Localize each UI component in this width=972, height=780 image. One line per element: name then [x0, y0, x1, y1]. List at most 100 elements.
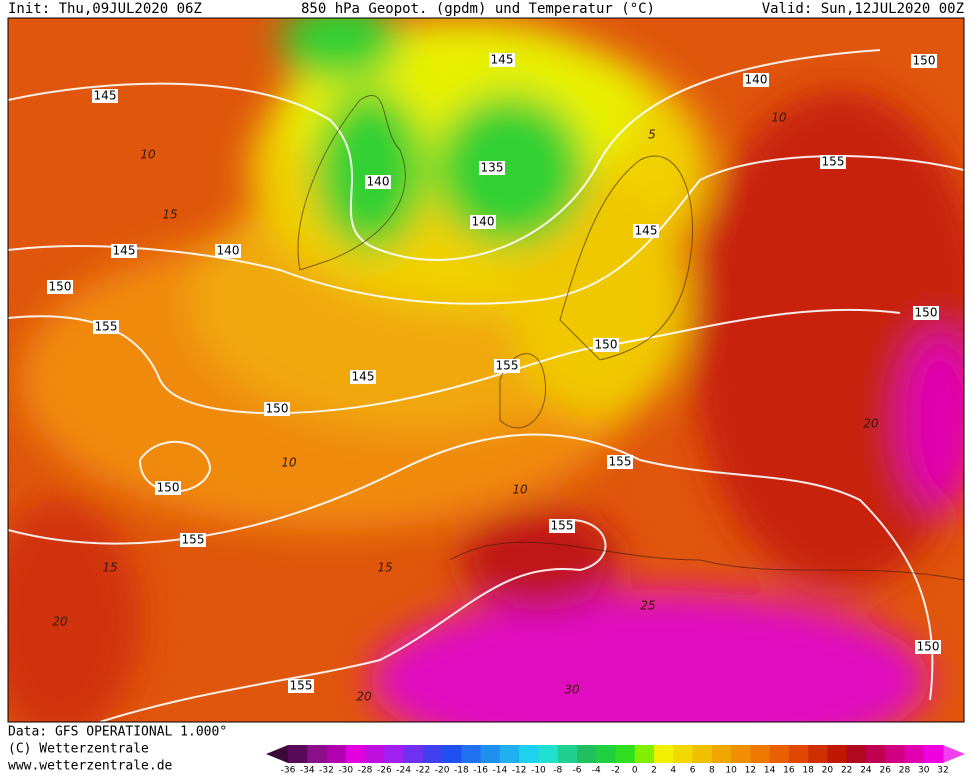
geopotential-label: 135 — [481, 161, 504, 175]
geopotential-label-box — [92, 89, 118, 103]
geopotential-label: 155 — [609, 455, 632, 469]
colorbar-swatch — [519, 745, 539, 763]
temperature-label: 25 — [640, 599, 655, 613]
colorbar-swatch — [904, 745, 925, 763]
colorbar-swatch — [384, 745, 405, 763]
colorbar-label: 22 — [841, 766, 852, 776]
colorbar-label: -36 — [281, 766, 296, 776]
geopotential-label: 145 — [491, 53, 514, 67]
colorbar-label: 4 — [670, 766, 676, 776]
geopotential-label-box — [743, 73, 769, 87]
geopotential-label-box — [47, 280, 73, 294]
geopotential-label-box — [470, 215, 496, 229]
coastlines — [297, 94, 964, 581]
geopotential-label-box — [494, 359, 520, 373]
colorbar-label: 0 — [632, 766, 638, 776]
colorbar-label: 16 — [783, 766, 795, 776]
colorbar-label: -14 — [493, 766, 508, 776]
colorbar-label: -20 — [435, 766, 450, 776]
geopotential-label-box — [350, 370, 376, 384]
geopotential-label-box — [180, 533, 206, 547]
geopotential-label: 150 — [915, 306, 938, 320]
colorbar-label: 24 — [860, 766, 872, 776]
temperature-label: 15 — [162, 208, 177, 222]
url: www.wetterzentrale.de — [8, 759, 173, 774]
colorbar-swatch — [596, 745, 616, 763]
colorbar-swatch — [615, 745, 636, 763]
geopotential-label-box — [549, 519, 575, 533]
colorbar: -36 -34 -32 -30 -28 -26 -24 -22 -20 -18 -16 -14 -12-… — [281, 745, 949, 776]
temperature-label: 20 — [52, 615, 68, 629]
colorbar-swatch — [557, 745, 578, 763]
temperature-label: 30 — [564, 683, 580, 697]
geopotential-label-box — [489, 53, 515, 67]
temperature-label: 20 — [356, 690, 372, 704]
colorbar-label: 10 — [725, 766, 737, 776]
geopotential-label-box — [365, 175, 391, 189]
geopotential-label-box — [215, 244, 241, 258]
geopotential-label: 155 — [95, 320, 118, 334]
geopotential-label-box — [479, 161, 505, 175]
colorbar-high-end — [943, 745, 965, 763]
geopotential-label-box — [288, 679, 314, 693]
colorbar-swatch — [846, 745, 867, 763]
colorbar-swatch — [576, 745, 597, 763]
geopotential-label: 150 — [913, 54, 936, 68]
colorbar-swatch — [885, 745, 905, 763]
geopotential-contours — [8, 49, 964, 722]
geopotential-label: 155 — [182, 533, 205, 547]
colorbar-label: 2 — [651, 766, 657, 776]
colorbar-label: 20 — [822, 766, 834, 776]
colorbar-swatch — [538, 745, 559, 763]
colorbar-label: -34 — [300, 766, 315, 776]
geopotential-label: 150 — [595, 338, 618, 352]
colorbar-label: 14 — [764, 766, 776, 776]
colorbar-swatch — [788, 745, 809, 763]
temperature-label: 10 — [140, 148, 156, 162]
colorbar-swatch — [480, 745, 501, 763]
colorbar-swatch — [769, 745, 790, 763]
colorbar-label: -28 — [358, 766, 373, 776]
colorbar-label: -30 — [338, 766, 353, 776]
geopotential-label-box — [264, 402, 290, 416]
colorbar-swatch — [288, 745, 308, 763]
colorbar-label: 18 — [802, 766, 814, 776]
geopotential-label: 140 — [472, 215, 495, 229]
colorbar-swatch — [654, 745, 674, 763]
colorbar-swatch — [731, 745, 751, 763]
colorbar-swatch — [750, 745, 771, 763]
colorbar-swatch — [865, 745, 886, 763]
colorbar-label: -24 — [396, 766, 411, 776]
colorbar-swatch — [307, 745, 328, 763]
colorbar-swatch — [827, 745, 848, 763]
geopotential-label: 150 — [157, 481, 180, 495]
geopotential-label: 140 — [367, 175, 390, 189]
geopotential-label-box — [607, 455, 633, 469]
colorbar-swatch — [365, 745, 385, 763]
colorbar-swatch — [326, 745, 347, 763]
geopotential-label: 155 — [496, 359, 519, 373]
geopotential-label: 150 — [917, 640, 940, 654]
colorbar-label: -10 — [531, 766, 546, 776]
map-title: 850 hPa Geopot. (gpdm) und Temperatur (°… — [301, 1, 655, 17]
data-source: Data: GFS OPERATIONAL 1.000° — [8, 725, 227, 740]
colorbar-swatch — [422, 745, 443, 763]
colorbar-label: -4 — [592, 766, 601, 776]
colorbar-label: 12 — [745, 766, 756, 776]
colorbar-swatch — [808, 745, 828, 763]
init-time: Init: Thu,09JUL2020 06Z — [8, 1, 202, 17]
colorbar-label: -32 — [319, 766, 334, 776]
colorbar-label: -16 — [473, 766, 488, 776]
colorbar-swatch — [711, 745, 732, 763]
geopotential-label: 155 — [822, 155, 845, 169]
colorbar-swatch — [345, 745, 366, 763]
colorbar-label: 26 — [879, 766, 891, 776]
colorbar-swatch — [692, 745, 713, 763]
geopotential-label-box — [593, 338, 619, 352]
geopotential-label: 145 — [352, 370, 375, 384]
colorbar-swatch — [461, 745, 482, 763]
geopotential-label: 145 — [635, 224, 658, 238]
geopotential-label: 145 — [94, 89, 117, 103]
